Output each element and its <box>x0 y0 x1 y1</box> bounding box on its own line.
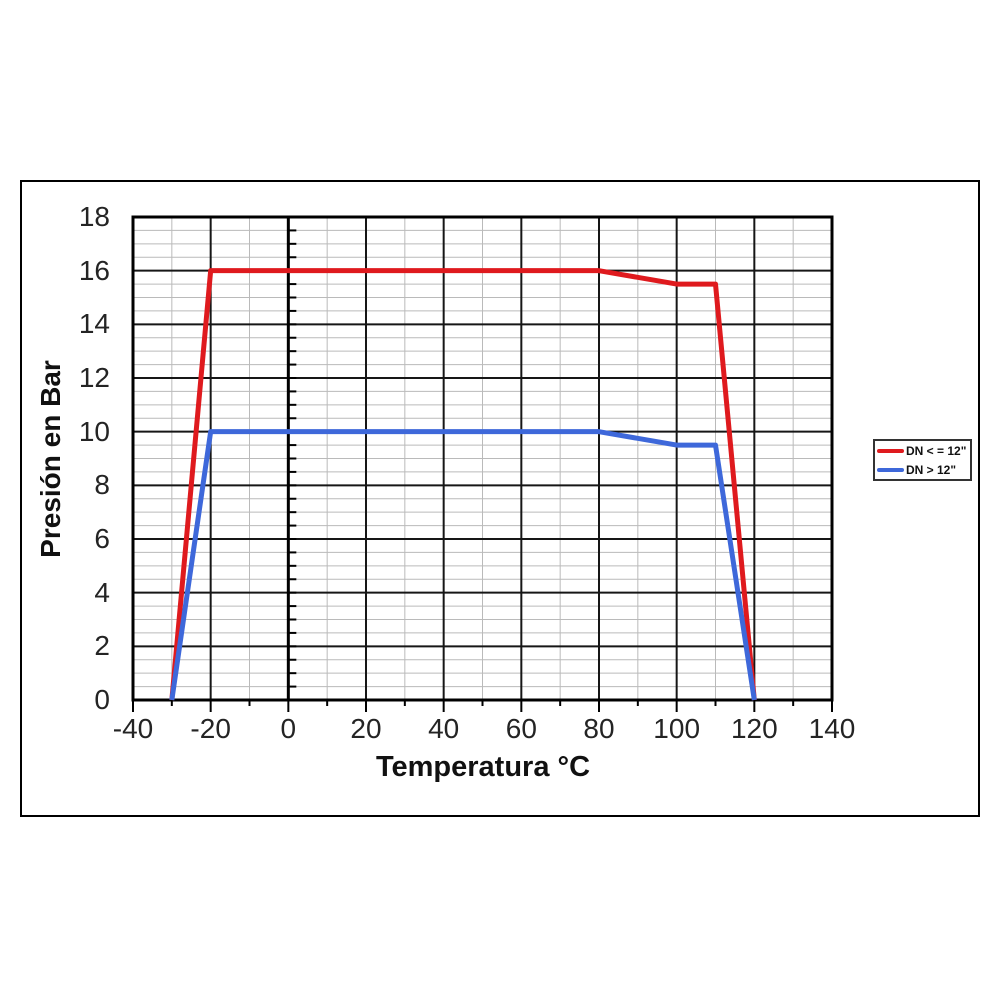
y-tick-label: 0 <box>94 684 110 715</box>
y-tick-label: 12 <box>78 362 110 393</box>
legend-label: DN > 12" <box>906 462 957 477</box>
legend-swatch-blue-line <box>877 467 904 472</box>
x-tick-label: -40 <box>112 713 154 744</box>
y-tick-label: 2 <box>94 630 110 662</box>
x-tick-label: 0 <box>280 713 297 744</box>
x-tick-label: 120 <box>730 713 778 744</box>
y-tick-label: 14 <box>78 308 110 340</box>
legend-item-dn-le-12: DN < = 12" <box>875 441 970 460</box>
legend-item-dn-gt-12: DN > 12" <box>875 460 970 479</box>
series-line-1 <box>169 429 757 701</box>
x-tick-label: 140 <box>808 713 856 744</box>
y-axis-title: Presión en Bar <box>35 360 66 558</box>
legend-swatch-red-line <box>877 448 904 453</box>
x-tick-label: 20 <box>350 713 382 744</box>
y-tick-label: 6 <box>94 523 110 554</box>
legend: DN < = 12" DN > 12" <box>873 439 972 481</box>
y-tick-label: 4 <box>94 576 110 608</box>
x-tick-label: 80 <box>583 713 615 744</box>
y-tick-label: 18 <box>78 201 110 232</box>
y-tick-label: 16 <box>78 254 110 286</box>
series-line-0 <box>169 268 757 701</box>
y-tick-label: 8 <box>94 469 110 501</box>
x-tick-label: -20 <box>190 713 231 744</box>
x-axis-title: Temperatura °C <box>375 751 591 783</box>
legend-label: DN < = 12" <box>906 443 967 458</box>
x-tick-label: 40 <box>428 713 460 744</box>
x-tick-label: 100 <box>653 713 701 744</box>
x-tick-label: 60 <box>505 713 537 744</box>
y-tick-label: 10 <box>78 415 110 447</box>
